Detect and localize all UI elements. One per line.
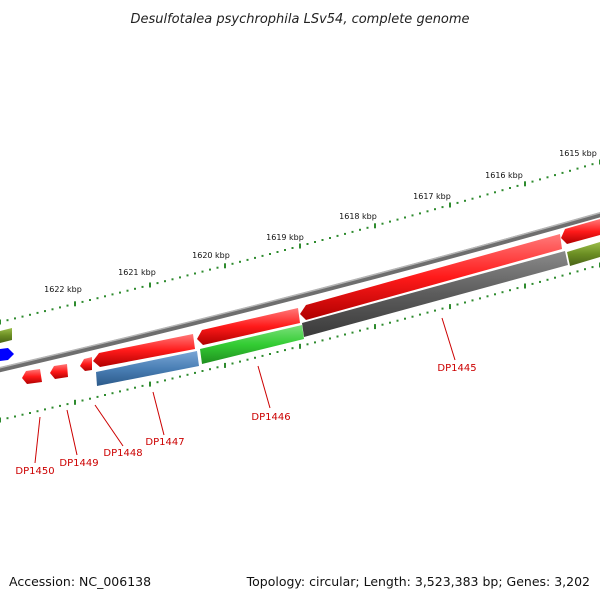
kbp-label: 1620 kbp <box>192 251 230 260</box>
gene-arrow[interactable] <box>80 357 92 371</box>
topology-text: Topology: circular; Length: 3,523,383 bp… <box>246 574 590 589</box>
gene-arrow[interactable] <box>197 308 300 345</box>
leader-line <box>257 365 271 409</box>
blue-arrow-feature[interactable] <box>0 348 14 361</box>
scale-labels: 1615 kbp 1616 kbp 1617 kbp 1618 kbp 1619… <box>44 149 597 294</box>
feature-track <box>0 242 600 386</box>
gene-label-dp1449[interactable]: DP1449 <box>59 458 98 469</box>
kbp-label: 1622 kbp <box>44 285 82 294</box>
leader-line <box>152 391 165 436</box>
genome-backbone <box>0 212 600 373</box>
kbp-label: 1616 kbp <box>485 171 523 180</box>
gene-label-dp1450[interactable]: DP1450 <box>15 466 54 477</box>
accession-text: Accession: NC_006138 <box>9 574 151 589</box>
kbp-label: 1615 kbp <box>559 149 597 158</box>
leader-line <box>34 416 41 464</box>
gene-label-dp1448[interactable]: DP1448 <box>103 448 142 459</box>
inner-scale-track <box>0 262 600 423</box>
gene-arrow-dp1445[interactable] <box>300 234 562 320</box>
gene-arrow[interactable] <box>93 334 195 367</box>
kbp-label: 1619 kbp <box>266 233 304 242</box>
backbone-highlight <box>0 212 600 369</box>
leader-line <box>441 317 456 361</box>
gene-labels: DP1445 DP1446 DP1447 DP1448 DP1449 DP145… <box>15 363 476 477</box>
leader-line <box>66 409 78 456</box>
gene-label-dp1445[interactable]: DP1445 <box>437 363 476 374</box>
gene-arrow[interactable] <box>561 219 600 244</box>
leader-line <box>94 404 124 447</box>
kbp-label: 1617 kbp <box>413 192 451 201</box>
olive-feature-left[interactable] <box>0 328 12 343</box>
kbp-label: 1618 kbp <box>339 212 377 221</box>
label-leaders <box>34 317 456 464</box>
gray-feature[interactable] <box>302 251 568 337</box>
olive-feature[interactable] <box>567 242 600 266</box>
map-title: Desulfotalea psychrophila LSv54, complet… <box>130 12 469 27</box>
gene-label-dp1447[interactable]: DP1447 <box>145 437 184 448</box>
gene-arrow[interactable] <box>22 369 42 384</box>
kbp-label: 1621 kbp <box>118 268 156 277</box>
forward-strand-genes <box>22 219 600 384</box>
green-feature[interactable] <box>200 325 304 364</box>
blue-feature-block[interactable] <box>96 351 199 386</box>
gene-arrow[interactable] <box>50 364 68 379</box>
gene-label-dp1446[interactable]: DP1446 <box>251 412 290 423</box>
scale-track <box>0 159 600 325</box>
